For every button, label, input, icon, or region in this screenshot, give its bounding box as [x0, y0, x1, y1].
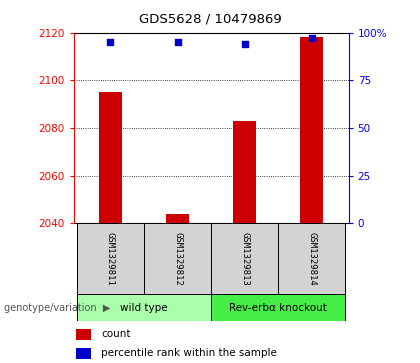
Bar: [300, 37, 323, 223]
Bar: [233, 121, 256, 223]
Bar: [211, 294, 345, 321]
Bar: [76, 329, 92, 340]
Bar: [76, 348, 92, 359]
Text: Rev-erbα knockout: Rev-erbα knockout: [229, 303, 327, 313]
Text: GSM1329812: GSM1329812: [173, 232, 182, 286]
Text: wild type: wild type: [120, 303, 168, 313]
Bar: [99, 92, 122, 223]
Text: GSM1329811: GSM1329811: [106, 232, 115, 286]
Bar: [77, 294, 211, 321]
Bar: [77, 223, 144, 294]
Bar: [144, 223, 211, 294]
Point: [308, 36, 315, 41]
Text: GDS5628 / 10479869: GDS5628 / 10479869: [139, 13, 281, 26]
Point: [174, 39, 181, 45]
Point: [241, 41, 248, 47]
Point: [107, 39, 114, 45]
Bar: [166, 214, 189, 223]
Text: GSM1329813: GSM1329813: [240, 232, 249, 286]
Text: GSM1329814: GSM1329814: [307, 232, 316, 286]
Bar: [278, 223, 345, 294]
Text: genotype/variation  ▶: genotype/variation ▶: [4, 303, 110, 313]
Bar: [211, 223, 278, 294]
Text: count: count: [101, 329, 131, 339]
Text: percentile rank within the sample: percentile rank within the sample: [101, 348, 277, 358]
